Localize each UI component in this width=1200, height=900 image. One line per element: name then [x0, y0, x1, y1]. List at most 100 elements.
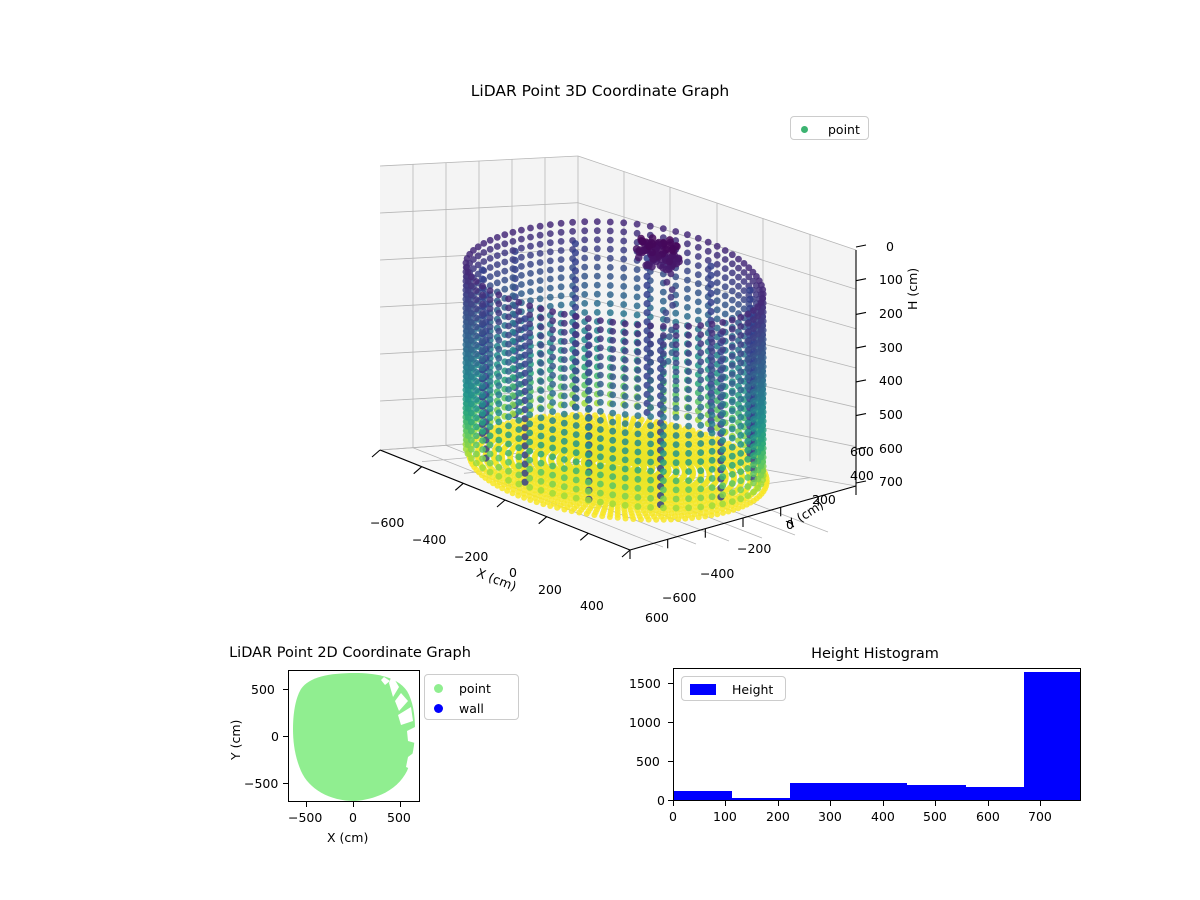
point-marker [669, 500, 675, 506]
point-marker [639, 487, 645, 493]
point-marker [714, 469, 720, 475]
point-marker [729, 288, 736, 295]
point-marker [579, 415, 585, 421]
point-marker [553, 495, 559, 501]
point-marker [651, 505, 657, 511]
point-marker [722, 256, 729, 263]
point-marker [669, 255, 677, 263]
point-marker [463, 269, 470, 276]
point-marker [568, 447, 574, 453]
point-marker [470, 292, 477, 299]
histogram-legend[interactable]: Height [681, 676, 786, 701]
point-marker [668, 270, 675, 277]
point-marker [611, 437, 617, 443]
point-marker [708, 491, 714, 497]
point-marker [514, 474, 520, 480]
point-marker [470, 320, 477, 327]
point-marker [581, 458, 587, 464]
point-marker [750, 434, 757, 441]
point-marker [673, 485, 679, 491]
point-marker [595, 429, 601, 435]
point-marker [722, 374, 729, 381]
point-marker [631, 457, 637, 463]
point-marker [536, 441, 542, 447]
point-marker [603, 469, 609, 475]
point-marker [518, 462, 524, 468]
point-marker [556, 428, 562, 434]
point-marker [620, 498, 626, 504]
point-marker [705, 257, 712, 264]
point-marker [622, 411, 629, 418]
point-marker [694, 462, 700, 468]
point-marker [576, 494, 582, 500]
point-marker [632, 465, 638, 471]
point-marker [677, 477, 683, 483]
point-marker [741, 360, 748, 367]
point-marker [758, 445, 765, 452]
point-marker [598, 463, 604, 469]
point-marker [566, 427, 572, 433]
point-marker [647, 332, 654, 339]
point-marker [735, 392, 742, 399]
point-marker [597, 372, 604, 379]
point-marker [620, 356, 627, 363]
point-marker [567, 453, 573, 459]
point-marker [760, 427, 767, 434]
point-marker [690, 472, 696, 478]
point-marker [596, 448, 602, 454]
point-marker [635, 494, 642, 501]
point-marker [647, 251, 655, 259]
point-marker [758, 454, 765, 461]
point-marker [474, 436, 480, 442]
point-marker [610, 459, 616, 465]
point-marker [609, 500, 615, 506]
point-marker [713, 488, 719, 494]
point-marker [626, 431, 632, 437]
point-marker [512, 384, 519, 391]
point-marker [527, 422, 533, 428]
plot2d-legend[interactable]: point wall [424, 674, 519, 720]
point-marker [746, 387, 753, 394]
point-marker [514, 441, 520, 447]
point-marker [510, 365, 517, 372]
point-marker [698, 440, 704, 446]
point-marker [554, 481, 560, 487]
point-marker [608, 506, 614, 512]
point-marker [637, 456, 643, 462]
plot3d-legend[interactable]: point [790, 116, 869, 140]
point-marker [636, 480, 642, 486]
point-marker [714, 443, 720, 449]
point-marker [499, 455, 505, 461]
point-marker [669, 422, 675, 428]
point-marker [716, 460, 722, 466]
point-marker [698, 470, 704, 476]
point-marker [620, 465, 626, 471]
point-marker [729, 397, 736, 404]
point-marker [466, 378, 473, 385]
point-marker [547, 376, 554, 383]
point-marker [760, 291, 767, 298]
point-marker [527, 361, 534, 368]
point-marker [527, 225, 534, 232]
point-marker [673, 243, 681, 251]
point-marker [719, 346, 726, 353]
point-marker [620, 238, 627, 245]
point-marker [585, 465, 591, 471]
point-marker [573, 404, 580, 411]
point-marker [573, 468, 580, 475]
point-marker [665, 498, 671, 504]
point-marker [660, 280, 667, 287]
point-marker [471, 438, 477, 444]
point-marker [737, 359, 744, 366]
point-marker [634, 375, 641, 382]
point-marker [579, 492, 585, 498]
point-marker [514, 467, 520, 473]
point-marker [512, 402, 519, 409]
plot3d-canvas[interactable] [300, 150, 920, 620]
point-marker [621, 460, 627, 466]
point-marker [758, 308, 765, 315]
plot2d-axes[interactable] [288, 670, 420, 802]
point-marker [464, 291, 471, 298]
point-marker [573, 487, 579, 493]
point-marker [624, 464, 630, 470]
